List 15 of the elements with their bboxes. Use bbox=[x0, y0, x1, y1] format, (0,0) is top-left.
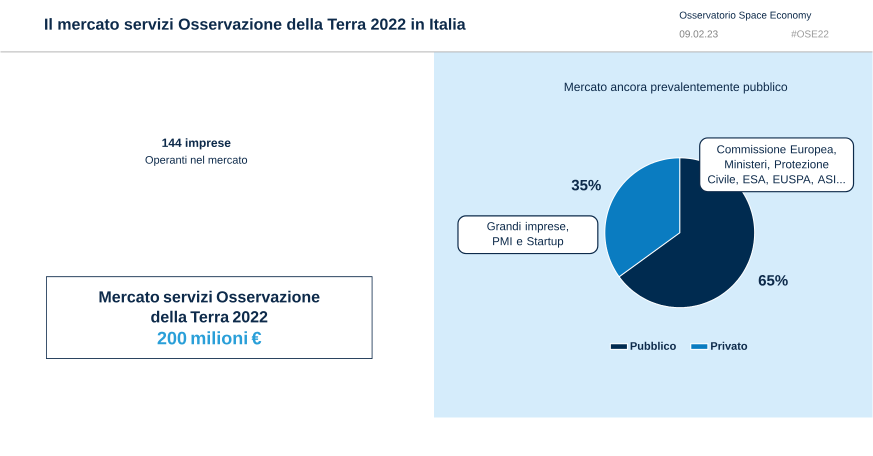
legend-label: Pubblico bbox=[630, 342, 676, 350]
text: #OSE22 bbox=[791, 30, 828, 38]
legend-label: Privato bbox=[711, 342, 748, 350]
text: Operanti nel mercato bbox=[146, 155, 248, 166]
data-label: 65% bbox=[758, 274, 788, 286]
text: Osservatorio Space Economy bbox=[680, 11, 812, 20]
text: Grandi imprese, PMI e Startup bbox=[487, 222, 568, 248]
text: Commissione Europea, Ministeri, Protezione Civile, ESA, EUSPA, ASI... bbox=[708, 144, 845, 184]
data-label: 35% bbox=[572, 180, 601, 190]
text: Il mercato servizi Osservazione della Terra 2022 in Italia bbox=[45, 18, 466, 30]
text: 09.02.23 bbox=[680, 30, 718, 38]
text: 200 milioni € bbox=[158, 331, 262, 344]
text: Mercato servizi Osservazione della Terra 2022 bbox=[100, 290, 320, 322]
chart-subtitle: Mercato ancora prevalentemente pubblico bbox=[564, 82, 788, 94]
text: 144 imprese bbox=[162, 138, 230, 150]
